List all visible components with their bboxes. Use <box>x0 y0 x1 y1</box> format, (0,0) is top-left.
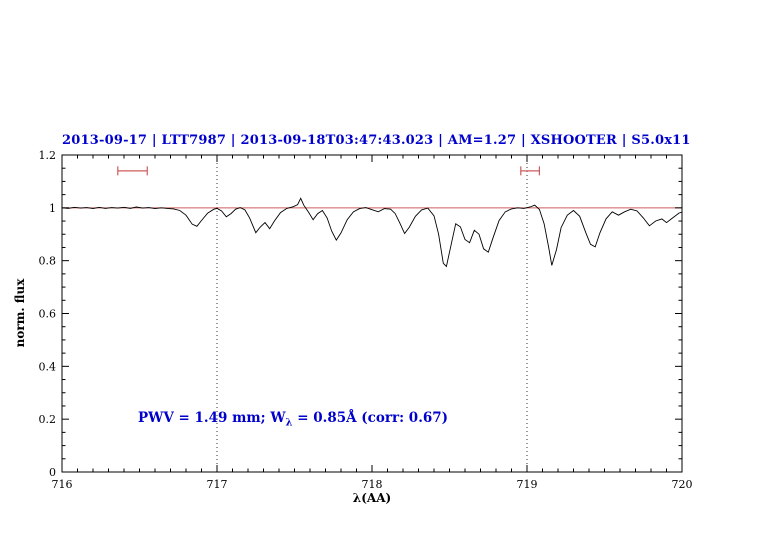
plot-title: 2013-09-17 | LTT7987 | 2013-09-18T03:47:… <box>62 133 691 148</box>
x-tick-label: 716 <box>52 478 73 491</box>
y-axis-label: norm. flux <box>13 278 27 348</box>
y-tick-label: 0.4 <box>39 360 57 373</box>
pwv-annotation-suffix: = 0.85Å (corr: 0.67) <box>292 410 449 426</box>
y-tick-label: 1 <box>49 202 56 215</box>
pwv-annotation-sub: λ <box>285 417 293 429</box>
y-tick-label: 0.2 <box>39 413 57 426</box>
x-tick-label: 717 <box>207 478 228 491</box>
y-tick-label: 0.8 <box>39 255 57 268</box>
x-axis-label: λ(AA) <box>352 491 392 505</box>
spectrum-line <box>61 197 683 268</box>
pwv-annotation: PWV = 1.49 mm; Wλ = 0.85Å (corr: 0.67) <box>138 410 448 429</box>
x-tick-label: 718 <box>362 478 383 491</box>
y-tick-label: 0.6 <box>39 308 57 321</box>
y-tick-label: 1.2 <box>39 149 57 162</box>
x-tick-label: 719 <box>517 478 538 491</box>
pwv-annotation-prefix: PWV = 1.49 mm; W <box>138 410 286 426</box>
x-tick-label: 720 <box>672 478 693 491</box>
y-tick-label: 0 <box>49 466 56 479</box>
